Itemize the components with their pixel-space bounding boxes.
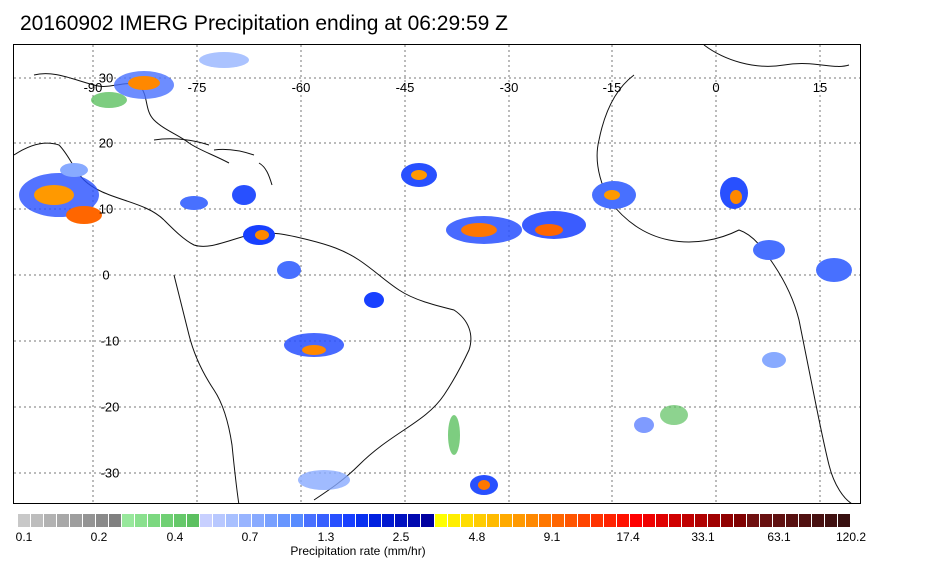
colorbar-tick: 4.8: [468, 530, 486, 544]
colorbar-tick: 0.7: [241, 530, 259, 544]
colorbar-cell: [772, 514, 786, 527]
colorbar-cell: [239, 514, 253, 527]
colorbar-cell: [525, 514, 539, 527]
colorbar-cell: [590, 514, 604, 527]
colorbar-tick: 0.4: [166, 530, 184, 544]
colorbar-cell: [629, 514, 643, 527]
colorbar-cell: [707, 514, 721, 527]
colorbar-cell: [603, 514, 617, 527]
colorbar-cell: [96, 514, 110, 527]
colorbar-cell: [304, 514, 318, 527]
colorbar-cell: [837, 514, 851, 527]
colorbar-cell: [720, 514, 734, 527]
colorbar-cell: [57, 514, 71, 527]
colorbar-cell: [785, 514, 799, 527]
colorbar-cell: [369, 514, 383, 527]
colorbar-cell: [317, 514, 331, 527]
colorbar-cell: [382, 514, 396, 527]
colorbar-cell: [148, 514, 162, 527]
colorbar-cell: [213, 514, 227, 527]
colorbar-cell: [538, 514, 552, 527]
colorbar-cell: [447, 514, 461, 527]
precipitation-cells: [19, 52, 852, 495]
colorbar-cell: [200, 514, 214, 527]
lat-label: 20: [98, 135, 114, 151]
colorbar-cell: [135, 514, 149, 527]
colorbar-cell: [122, 514, 136, 527]
colorbar-cell: [681, 514, 695, 527]
lon-label: -45: [395, 80, 415, 95]
colorbar-cell: [512, 514, 526, 527]
colorbar-tick: 63.1: [767, 530, 791, 544]
colorbar-tick: 0.1: [15, 530, 33, 544]
colorbar-cell: [551, 514, 565, 527]
lon-label: 15: [812, 80, 828, 95]
colorbar: [18, 514, 851, 527]
colorbar-tick: 2.5: [392, 530, 410, 544]
colorbar-cell: [655, 514, 669, 527]
colorbar-tick: 17.4: [616, 530, 640, 544]
colorbar-cell: [759, 514, 773, 527]
map-title: 20160902 IMERG Precipitation ending at 0…: [20, 12, 508, 35]
colorbar-cell: [577, 514, 591, 527]
colorbar-tick: 33.1: [691, 530, 715, 544]
colorbar-cell: [252, 514, 266, 527]
colorbar-cell: [421, 514, 435, 527]
colorbar-cell: [486, 514, 500, 527]
map-canvas: [14, 45, 860, 503]
lat-label: -20: [100, 399, 120, 415]
colorbar-tick: 0.2: [90, 530, 108, 544]
colorbar-tick: 9.1: [543, 530, 561, 544]
lon-label: -30: [499, 80, 519, 95]
colorbar-cell: [798, 514, 812, 527]
colorbar-label: Precipitation rate (mm/hr): [290, 544, 426, 558]
colorbar-cell: [31, 514, 45, 527]
colorbar-cell: [668, 514, 682, 527]
map-frame: -90 -75 -60 -45 -30 -15 0 15 30 20 10 0 …: [13, 44, 861, 504]
colorbar-cell: [395, 514, 409, 527]
colorbar-cell: [408, 514, 422, 527]
colorbar-cell: [83, 514, 97, 527]
colorbar-cell: [356, 514, 370, 527]
lon-label: -75: [187, 80, 207, 95]
colorbar-cell: [330, 514, 344, 527]
colorbar-cell: [733, 514, 747, 527]
colorbar-cell: [616, 514, 630, 527]
colorbar-cell: [642, 514, 656, 527]
colorbar-cell: [564, 514, 578, 527]
colorbar-cell: [187, 514, 201, 527]
colorbar-cell: [824, 514, 838, 527]
colorbar-cell: [278, 514, 292, 527]
colorbar-cell: [265, 514, 279, 527]
colorbar-cell: [161, 514, 175, 527]
colorbar-cell: [746, 514, 760, 527]
colorbar-cell: [460, 514, 474, 527]
lat-label: -10: [100, 333, 120, 349]
colorbar-cell: [694, 514, 708, 527]
lat-label: 10: [98, 201, 114, 217]
lon-label: -15: [602, 80, 622, 95]
colorbar-cell: [174, 514, 188, 527]
colorbar-cell: [226, 514, 240, 527]
colorbar-cell: [499, 514, 513, 527]
lon-label: -60: [291, 80, 311, 95]
coastlines: [14, 45, 852, 503]
lat-label: 0: [102, 267, 110, 283]
colorbar-tick: 1.3: [317, 530, 335, 544]
colorbar-tick: 120.2: [835, 530, 867, 544]
colorbar-cell: [44, 514, 58, 527]
colorbar-cell: [70, 514, 84, 527]
colorbar-cell: [811, 514, 825, 527]
colorbar-cell: [473, 514, 487, 527]
graticule: [14, 45, 860, 503]
colorbar-cell: [343, 514, 357, 527]
lat-label: -30: [100, 465, 120, 481]
colorbar-cell: [291, 514, 305, 527]
colorbar-cell: [18, 514, 32, 527]
lon-label: -90: [83, 80, 103, 95]
colorbar-cell: [434, 514, 448, 527]
lon-label: 0: [712, 80, 720, 95]
lat-label: 30: [98, 70, 114, 86]
colorbar-cell: [109, 514, 123, 527]
